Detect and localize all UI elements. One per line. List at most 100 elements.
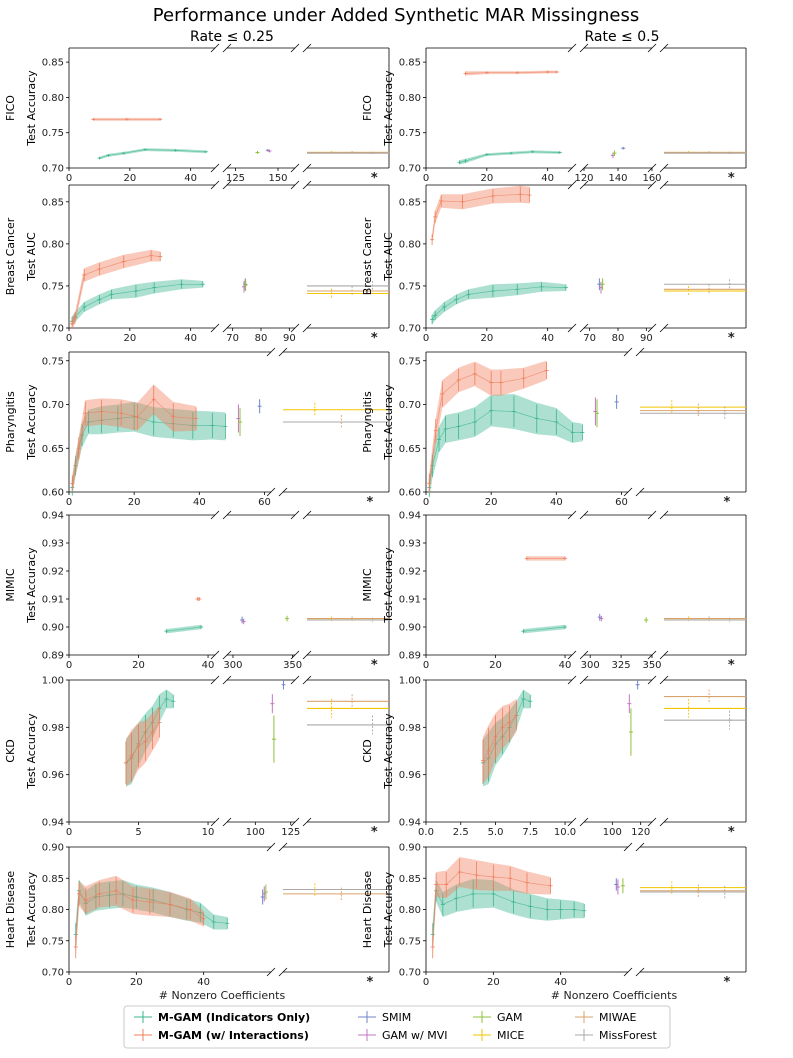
panel-5-1: 0 20 40 * 0.70 0.75 0.80 0.85 0.90 Test Accuracy H…	[361, 843, 747, 990]
axis-break-mark	[290, 163, 300, 173]
legend-item-1: M-GAM (w/ Interactions)	[134, 1029, 309, 1042]
row-label: Pharyngitis	[361, 391, 374, 453]
confidence-band	[429, 394, 583, 499]
confidence-band	[432, 857, 551, 960]
legend-item-2: SMIM	[358, 1011, 411, 1024]
segment-1: 100 125	[222, 675, 300, 838]
segment-0: 0 20 40	[423, 180, 577, 344]
segment-0: 0 5 10	[66, 675, 220, 838]
y-tick-label: 0.92	[399, 567, 421, 578]
axis-break-mark	[635, 487, 645, 497]
confidence-band	[432, 281, 566, 325]
y-tick-label: 0.90	[42, 623, 64, 634]
series-m-gam-indicators	[97, 148, 208, 160]
confidence-band	[432, 878, 585, 947]
confidence-band	[75, 879, 228, 947]
axis-break-mark	[290, 180, 300, 190]
segment-0: 0 20 40	[66, 842, 276, 988]
axis-break-mark	[579, 323, 589, 333]
x-tick-label: 0.0	[418, 827, 434, 838]
axis-break-mark	[222, 675, 232, 685]
point-gam-w-mvi	[241, 618, 246, 625]
y-tick-label: 0.75	[399, 356, 421, 367]
row-label: Breast Cancer	[361, 217, 374, 295]
x-tick-label: 40	[197, 977, 210, 988]
legend: M-GAM (Indicators Only) M-GAM (w/ Interac…	[123, 1005, 671, 1049]
y-axis-label: Test AUC	[25, 232, 38, 282]
segment-1: 300 325 350	[579, 510, 662, 671]
axis-break-mark	[266, 967, 276, 977]
confidence-band	[72, 249, 161, 330]
y-axis-label: Test Accuracy	[382, 547, 395, 624]
axis-break-mark	[278, 967, 288, 977]
x-tick-label: 40	[554, 977, 567, 988]
confidence-band	[99, 148, 206, 160]
x-tick-label: 70	[583, 333, 596, 344]
segment-1: 125 150	[222, 43, 300, 184]
x-tick-label: 300	[223, 660, 242, 671]
axis-break-mark	[210, 163, 220, 173]
legend-item-4: GAM	[473, 1011, 523, 1024]
y-tick-label: 0.85	[399, 58, 421, 69]
y-tick-label: 0.94	[399, 818, 421, 829]
y-tick-label: 0.94	[42, 818, 64, 829]
series-m-gam-indicators	[70, 279, 205, 327]
y-axis-label: Test Accuracy	[25, 713, 38, 790]
y-tick-label: 0.70	[399, 164, 421, 175]
y-tick-label: 0.96	[42, 770, 64, 781]
line-mice	[664, 698, 746, 718]
point-gam	[285, 615, 290, 622]
series-m-gam-interactions	[463, 70, 559, 76]
star-tick-label: *	[728, 171, 735, 186]
y-tick-label: 0.70	[42, 400, 64, 411]
line-miwae	[307, 151, 389, 154]
axis-break-mark	[266, 842, 276, 852]
y-tick-label: 0.80	[399, 239, 421, 250]
segment-1: 120 140 160	[574, 43, 662, 184]
line-missforest	[664, 617, 746, 623]
y-tick-label: 0.70	[399, 324, 421, 335]
star-tick-label: *	[367, 975, 374, 990]
point-gam-w-mvi	[627, 694, 632, 714]
point-gam	[628, 708, 633, 756]
y-tick-label: 0.85	[399, 874, 421, 885]
y-axis-label: Test Accuracy	[25, 70, 38, 147]
confidence-band	[75, 875, 204, 960]
row-label: CKD	[4, 739, 17, 762]
axis-break-mark	[302, 650, 312, 660]
axis-break-mark	[290, 43, 300, 53]
line-mice	[640, 400, 746, 415]
y-tick-label: 0.94	[399, 511, 421, 522]
axis-break-mark	[579, 43, 589, 53]
x-tick-label: 40	[184, 173, 197, 184]
segment-0: 0 20 40	[423, 43, 577, 184]
series-m-gam-interactions	[124, 706, 162, 787]
x-tick-label: 90	[640, 333, 653, 344]
y-tick-label: 0.65	[399, 444, 421, 455]
y-tick-label: 0.89	[399, 651, 421, 662]
panel-0-0: 0 20 40 125 150 * 0.70 0.75 0.80 0.85 Test Accurac…	[4, 43, 390, 186]
axis-break-mark	[266, 487, 276, 497]
series-m-gam-interactions	[430, 857, 553, 960]
point-gam	[271, 715, 276, 763]
legend-item-0: M-GAM (Indicators Only)	[134, 1011, 310, 1024]
segment-0: 0 20 40	[423, 510, 577, 671]
y-tick-label: 0.90	[399, 623, 421, 634]
axis-break-mark	[659, 650, 669, 660]
y-axis-label: Test Accuracy	[25, 871, 38, 948]
x-tick-label: 60	[615, 497, 628, 508]
axis-break-mark	[210, 817, 220, 827]
x-tick-label: 120	[631, 827, 650, 838]
series-m-gam-indicators	[457, 150, 562, 165]
point-gam-w-mvi	[270, 694, 275, 714]
axis-break-mark	[222, 510, 232, 520]
axis-break-mark	[659, 675, 669, 685]
x-tick-label: 7.5	[522, 827, 538, 838]
series-m-gam-interactions	[427, 360, 549, 494]
x-tick-label: 125	[226, 173, 245, 184]
panel-4-0: 0 5 10 100 125 * 0.94 0.96 0.98 1.00 Test Accuracy…	[4, 675, 390, 840]
row-label: MIMIC	[4, 568, 17, 601]
confidence-band	[465, 70, 557, 76]
x-tick-label: 140	[608, 173, 627, 184]
